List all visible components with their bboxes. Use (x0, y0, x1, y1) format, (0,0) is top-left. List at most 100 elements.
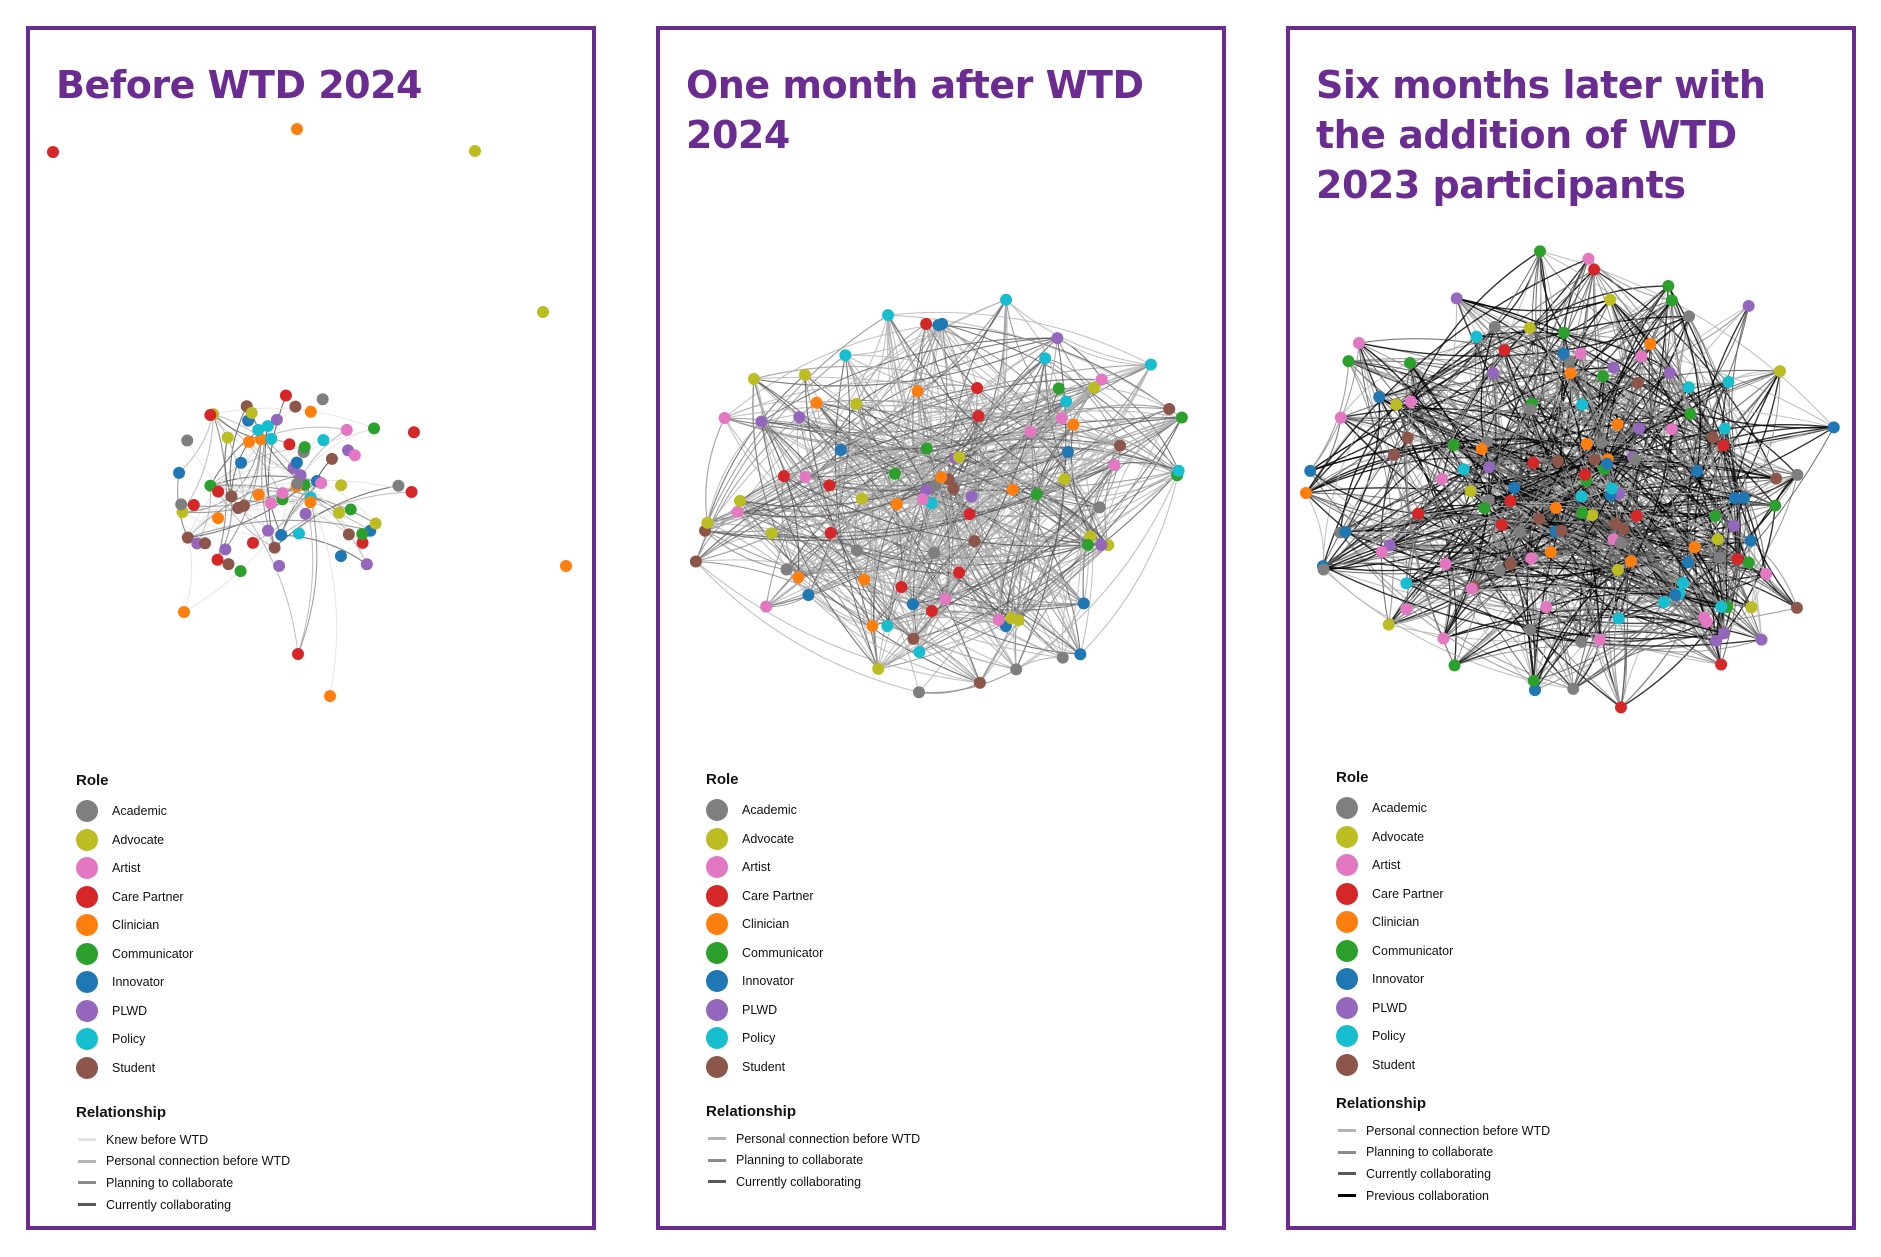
node-innovator (1304, 464, 1317, 477)
node-care-partner (971, 382, 984, 395)
node-advocate (1390, 398, 1403, 411)
role-legend-item: PLWD (706, 996, 823, 1025)
node-student (1706, 431, 1719, 444)
node-advocate (1088, 381, 1101, 394)
edge (224, 439, 262, 550)
node-care-partner (953, 566, 966, 579)
edge (1322, 478, 1443, 567)
edge (941, 323, 978, 389)
role-dot-icon (76, 914, 98, 937)
node-artist (1465, 582, 1478, 595)
relationship-label: Planning to collaborate (736, 1153, 864, 1168)
role-legend-item: Student (1336, 1051, 1453, 1080)
edge (808, 594, 981, 684)
node-care-partner (1412, 507, 1425, 520)
edge (1667, 285, 1702, 472)
edge (958, 572, 1012, 619)
node-care-partner (972, 409, 985, 422)
edge (781, 476, 799, 578)
node-policy (1658, 596, 1671, 609)
edge (187, 484, 305, 539)
edge (1405, 349, 1505, 610)
edge (707, 449, 842, 524)
node-plwd (262, 524, 275, 537)
edge (1648, 343, 1696, 548)
node-communicator (920, 442, 933, 455)
role-legend-item: Communicator (76, 940, 193, 969)
line-swatch-icon (708, 1180, 726, 1184)
edge (1044, 357, 1121, 446)
node-academic (1629, 453, 1642, 466)
role-dot-icon (76, 885, 98, 908)
node-advocate (872, 662, 885, 675)
edge (297, 497, 318, 655)
edge (1443, 608, 1707, 640)
edge (303, 484, 368, 565)
role-legend-item: Innovator (706, 967, 823, 996)
edge (979, 494, 1038, 684)
node-innovator (1557, 347, 1570, 360)
node-communicator (368, 422, 381, 435)
node-care-partner (1717, 439, 1730, 452)
node-student (1770, 472, 1783, 485)
edge (1471, 561, 1749, 599)
edge (1475, 336, 1562, 532)
edge (974, 540, 1085, 604)
role-legend-item: Care Partner (706, 882, 823, 911)
edge (931, 502, 1012, 619)
edge (1410, 250, 1541, 402)
role-legend-item: PLWD (1336, 994, 1453, 1023)
node-innovator (1600, 457, 1613, 470)
node-innovator (1728, 492, 1741, 505)
edge (187, 519, 371, 539)
role-label: Clinician (112, 918, 160, 933)
node-clinician (866, 619, 879, 632)
node-communicator (1557, 326, 1570, 339)
edge (310, 497, 338, 697)
network-panel-1: Before WTD 2024 Role Academic Advocate Artis… (26, 26, 596, 1230)
node-artist (718, 412, 731, 425)
edge (1579, 512, 1622, 708)
node-academic (392, 479, 405, 492)
node-artist (1574, 347, 1587, 360)
edge (1418, 513, 1728, 608)
edge (1305, 417, 1342, 494)
node-plwd (1755, 633, 1768, 646)
node-plwd (1095, 539, 1108, 552)
node-clinician (890, 498, 903, 511)
node-clinician (243, 435, 256, 448)
edge (737, 489, 927, 518)
role-label: Innovator (112, 975, 165, 990)
role-dot-icon (76, 971, 98, 994)
edge (1454, 604, 1722, 666)
relationship-legend: Relationship Personal connection before W… (706, 1103, 920, 1193)
edge (1483, 327, 1531, 509)
edge (1345, 468, 1605, 534)
edge (887, 314, 1100, 508)
role-dot-icon (1336, 854, 1358, 877)
node-artist (1439, 557, 1452, 570)
node-innovator (1827, 421, 1840, 434)
edge (1539, 251, 1616, 524)
node-innovator (802, 589, 815, 602)
node-academic (929, 479, 942, 492)
edge (1358, 315, 1690, 357)
role-label: Communicator (742, 945, 824, 960)
edge (1674, 474, 1798, 596)
node-clinician (1564, 367, 1577, 380)
node-care-partner (1527, 456, 1540, 469)
edge (1510, 487, 1613, 505)
edge (704, 374, 806, 531)
node-innovator (1339, 525, 1352, 538)
edge (1442, 467, 1490, 639)
edge (217, 496, 233, 561)
line-swatch-icon (1338, 1129, 1356, 1133)
edge (931, 464, 1115, 612)
edge (974, 338, 1058, 542)
node-plwd (1633, 422, 1646, 435)
role-dot-icon (1336, 911, 1358, 934)
role-label: PLWD (742, 1002, 778, 1017)
node-policy (839, 349, 852, 362)
edge (926, 410, 1182, 450)
edge (1538, 518, 1722, 665)
